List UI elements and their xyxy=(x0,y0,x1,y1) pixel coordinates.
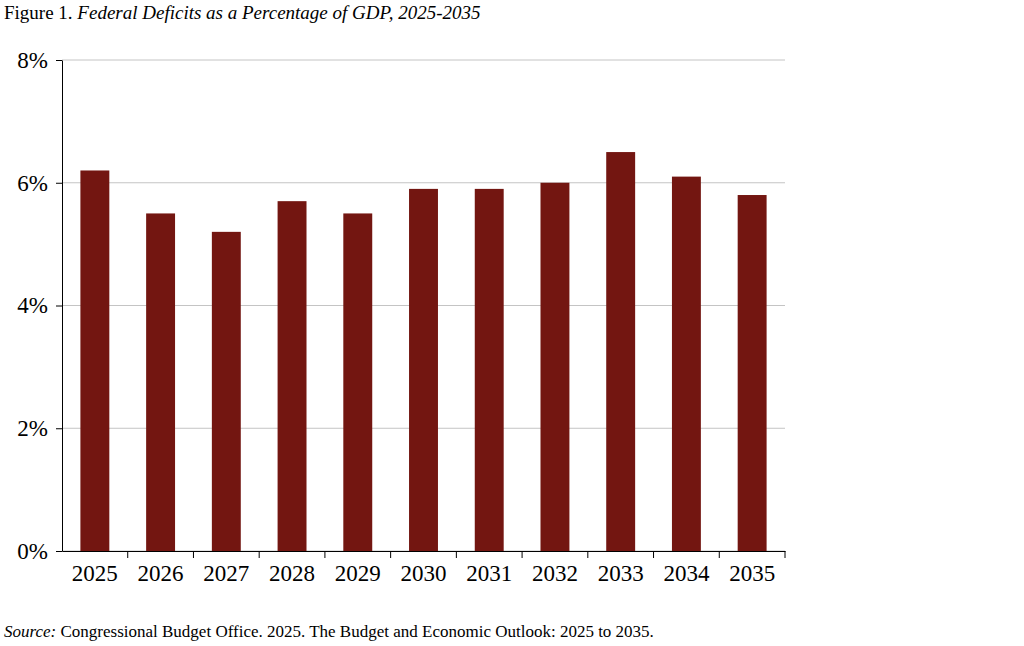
annotation: Source: Congressional Budget Office. 202… xyxy=(4,622,654,641)
x-tick-label: 2027 xyxy=(203,561,249,586)
y-tick-label: 2% xyxy=(17,416,48,441)
y-tick-label: 4% xyxy=(17,293,48,318)
bar xyxy=(475,189,504,551)
bar xyxy=(278,201,307,551)
category-divider xyxy=(259,551,260,558)
bar xyxy=(672,177,701,551)
x-tick-label: 2033 xyxy=(598,561,644,586)
x-tick: 2032 xyxy=(532,551,578,586)
bars xyxy=(80,152,766,551)
grid-line xyxy=(62,60,785,61)
x-axis-line xyxy=(63,551,786,552)
category-divider xyxy=(193,551,194,558)
bar xyxy=(212,232,241,551)
category-divider xyxy=(522,551,523,558)
x-tick-label: 2034 xyxy=(663,561,710,586)
category-dividers xyxy=(128,551,785,558)
x-tick: 2033 xyxy=(598,551,644,586)
category-divider xyxy=(127,551,128,558)
y-tick: 4% xyxy=(17,293,62,318)
category-divider xyxy=(785,551,786,558)
x-tick-label: 2029 xyxy=(335,561,381,586)
bar xyxy=(540,183,569,551)
category-divider xyxy=(653,551,654,558)
x-tick: 2028 xyxy=(269,551,315,586)
y-tick: 2% xyxy=(17,416,62,441)
bar xyxy=(146,213,175,551)
x-tick-label: 2028 xyxy=(269,561,315,586)
bar xyxy=(606,152,635,551)
category-divider xyxy=(719,551,720,558)
category-divider xyxy=(587,551,588,558)
y-tick-label: 6% xyxy=(17,171,48,196)
category-divider xyxy=(390,551,391,558)
y-tick-mark xyxy=(56,428,62,429)
y-tick-mark xyxy=(56,60,62,61)
x-axis: 2025 2026 2027 2028 2029 2030 2031 2032 2033 2034… xyxy=(63,551,786,586)
bar xyxy=(343,213,372,551)
x-tick: 2035 xyxy=(729,551,775,586)
x-tick-label: 2026 xyxy=(138,561,184,586)
bar xyxy=(80,170,109,551)
x-tick: 2034 xyxy=(663,551,710,586)
y-tick-mark xyxy=(56,551,62,552)
x-tick-label: 2032 xyxy=(532,561,578,586)
x-tick-label: 2025 xyxy=(72,561,118,586)
bar xyxy=(409,189,438,551)
x-tick: 2030 xyxy=(401,551,447,586)
y-tick-mark xyxy=(56,306,62,307)
x-tick: 2026 xyxy=(138,551,184,586)
y-tick: 6% xyxy=(17,171,62,196)
y-tick-label: 8% xyxy=(17,48,48,73)
y-tick: 8% xyxy=(17,48,62,73)
y-tick-label: 0% xyxy=(17,539,48,564)
y-axis-line xyxy=(62,61,63,552)
x-tick-label: 2031 xyxy=(466,561,512,586)
y-tick: 0% xyxy=(17,539,62,564)
chart: 0%2%4%6%8%202520262027202820292030203120… xyxy=(0,0,1024,646)
category-divider xyxy=(324,551,325,558)
title: Figure 1. Federal Deficits as a Percenta… xyxy=(4,2,481,23)
x-tick: 2025 xyxy=(72,551,118,586)
x-tick: 2029 xyxy=(335,551,381,586)
category-divider xyxy=(456,551,457,558)
grid xyxy=(62,60,785,551)
x-tick: 2027 xyxy=(203,551,249,586)
x-tick-label: 2035 xyxy=(729,561,775,586)
y-tick-mark xyxy=(56,183,62,184)
x-tick-label: 2030 xyxy=(401,561,447,586)
x-tick: 2031 xyxy=(466,551,512,586)
y-axis: 0% 2% 4% 6% 8% xyxy=(17,48,62,564)
bar xyxy=(738,195,767,551)
